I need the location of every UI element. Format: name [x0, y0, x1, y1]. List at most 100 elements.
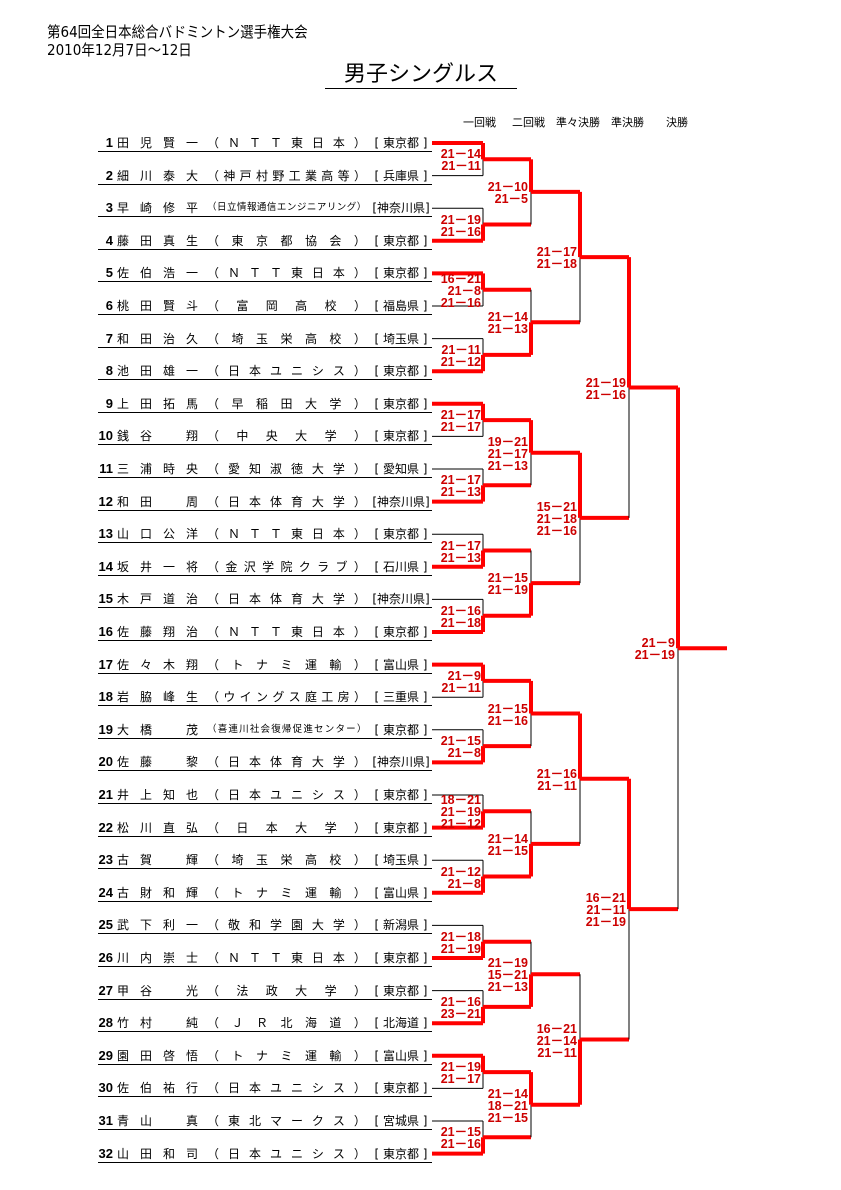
- player-prefecture: [ 兵庫県 ]: [374, 168, 428, 183]
- player-row: 12和田周日本体育大学 [神奈川県]: [98, 494, 432, 511]
- game-score: 21－14: [440, 147, 481, 162]
- game-score: 21－19: [585, 375, 626, 390]
- player-name: 銭谷翔: [116, 429, 198, 444]
- player-name: 甲谷光: [116, 983, 198, 998]
- player-name: 山田和司: [116, 1146, 198, 1161]
- player-number: 6: [105, 298, 113, 313]
- player-name: 青山真: [116, 1114, 198, 1128]
- player-number: 4: [105, 232, 113, 248]
- game-score: 21－9: [447, 668, 481, 683]
- player-name: 木戸道治: [116, 592, 198, 607]
- game-score: 21－15: [487, 1110, 528, 1125]
- game-score: 21－17: [440, 538, 481, 553]
- game-score: 21－15: [440, 1125, 481, 1140]
- player-row: 7和田治久埼玉栄高校 [ 埼玉県 ]: [98, 331, 432, 348]
- round-header-4: 準決勝: [611, 116, 644, 129]
- player-row: 25武下利一敬和学園大学 [ 新潟県 ]: [98, 917, 432, 935]
- player-prefecture: [ 東京都 ]: [374, 722, 428, 737]
- player-row: 22松川直弘日本大学 [ 東京都 ]: [98, 820, 432, 837]
- game-score: 21－11: [441, 342, 481, 357]
- player-name: 松川直弘: [116, 820, 198, 835]
- game-score: 15－21: [536, 499, 577, 514]
- player-prefecture: [ 富山県 ]: [374, 885, 428, 900]
- player-row: 18岩脇峰生ウイングス庭工房 [ 三重県 ]: [98, 689, 432, 707]
- player-number: 12: [98, 493, 113, 509]
- match-score: 21－17 21－17: [421, 409, 481, 434]
- game-score: 21－19: [440, 941, 481, 956]
- match-score: 16－21 21－14 21－11: [517, 1022, 577, 1059]
- player-number: 25: [98, 917, 113, 933]
- match-score: 21－14 18－21 21－15: [468, 1087, 528, 1125]
- player-prefecture: [ 埼玉県 ]: [374, 853, 428, 868]
- player-name: 桃田賢斗: [116, 299, 198, 313]
- player-number: 22: [98, 819, 113, 835]
- match-score: 21－9 21－11: [421, 668, 481, 695]
- player-prefecture: [神奈川県]: [372, 201, 430, 216]
- game-score: 21－14: [536, 1033, 577, 1048]
- player-name: 山口公洋: [116, 527, 198, 542]
- game-score: 21－18: [536, 511, 577, 526]
- player-name: 古賀輝: [116, 853, 198, 868]
- game-score: 21－16: [440, 295, 481, 310]
- game-score: 21－18: [536, 257, 577, 272]
- player-number: 3: [105, 200, 113, 216]
- player-prefecture: [神奈川県]: [372, 755, 430, 770]
- player-number: 24: [98, 884, 113, 900]
- game-score: 21－19: [487, 956, 528, 971]
- player-number: 5: [105, 265, 113, 281]
- player-row: 23古賀輝埼玉栄高校 [ 埼玉県 ]: [98, 852, 432, 870]
- player-name: 武下利一: [116, 918, 198, 933]
- tournament-dates: 2010年12月7日～12日: [47, 41, 192, 59]
- game-score: 16－21: [585, 891, 626, 906]
- game-score: 21－19: [585, 915, 626, 930]
- game-score: 21－16: [440, 603, 481, 618]
- game-score: 15－21: [487, 968, 528, 983]
- game-score: 21－16: [536, 766, 577, 781]
- player-name: 古財和輝: [116, 885, 198, 900]
- match-score: 21－9 21－19: [615, 637, 675, 662]
- player-number: 32: [98, 1145, 113, 1161]
- match-score: 21－14 21－11: [421, 147, 481, 173]
- player-number: 14: [98, 558, 113, 574]
- player-number: 26: [98, 950, 113, 965]
- player-prefecture: [神奈川県]: [372, 592, 430, 607]
- match-score: 21－11 21－12: [421, 342, 481, 369]
- player-name: 園田啓悟: [116, 1048, 198, 1063]
- player-name: 和田治久: [116, 331, 198, 346]
- player-name: 細川泰大: [116, 168, 198, 183]
- player-number: 27: [98, 982, 113, 998]
- game-score: 21－16: [440, 994, 481, 1009]
- match-score: 21－17 21－13: [421, 538, 481, 564]
- player-name: 藤田真生: [116, 233, 198, 248]
- player-prefecture: [ 三重県 ]: [374, 690, 428, 705]
- game-score: 21－11: [586, 903, 626, 918]
- game-score: 21－16: [585, 387, 626, 402]
- match-score: 21－16 21－18: [421, 603, 481, 629]
- player-name: 佐伯祐行: [116, 1081, 198, 1096]
- game-score: 21－17: [440, 473, 481, 488]
- player-row: 19大橋茂喜連川社会復帰促進センター [ 東京都 ]: [98, 722, 432, 739]
- game-score: 21－17: [536, 245, 577, 260]
- match-score: 21－15 21－16: [468, 702, 528, 727]
- player-name: 坂井一将: [116, 559, 198, 574]
- player-prefecture: [ 東京都 ]: [374, 983, 428, 998]
- player-number: 23: [98, 852, 113, 868]
- player-row: 6桃田賢斗富岡高校 [ 福島県 ]: [98, 298, 432, 315]
- player-number: 13: [98, 526, 113, 542]
- player-prefecture: [ 東京都 ]: [374, 396, 428, 411]
- player-row: 24古財和輝トナミ運輸 [ 富山県 ]: [98, 885, 432, 902]
- player-number: 11: [99, 461, 113, 476]
